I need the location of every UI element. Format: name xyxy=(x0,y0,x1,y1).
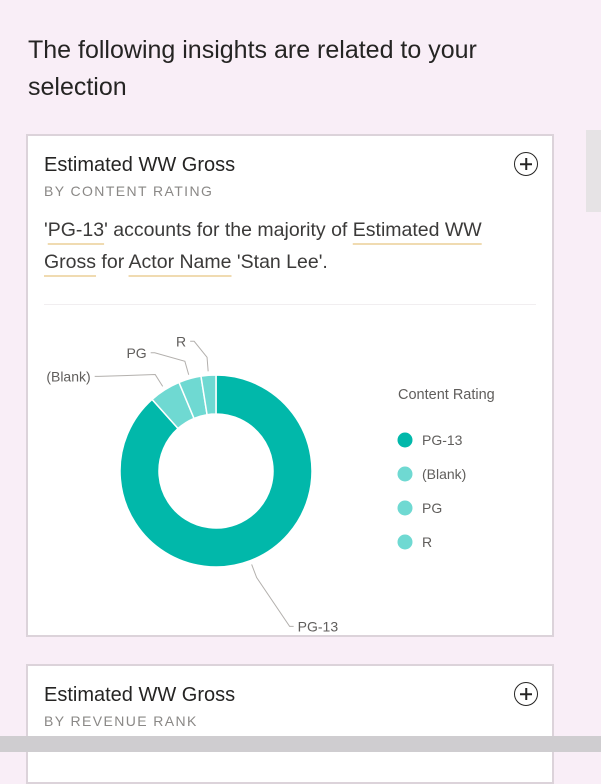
insight-highlight: Actor Name xyxy=(128,251,232,273)
card-title: Estimated WW Gross xyxy=(44,154,236,176)
legend-marker xyxy=(397,432,413,448)
leader-line xyxy=(190,340,209,372)
leader-line xyxy=(150,352,190,375)
donut-slice[interactable] xyxy=(200,374,217,416)
scrollbar-thumb[interactable] xyxy=(586,130,601,212)
legend-label: (Blank) xyxy=(422,466,466,482)
bottom-fade xyxy=(0,736,601,752)
card-subtitle: BY REVENUE RANK xyxy=(44,713,198,729)
leader-line xyxy=(251,564,294,627)
card-subtitle: BY CONTENT RATING xyxy=(44,183,214,199)
insight-highlight: Gross xyxy=(44,251,97,273)
slice-label: (Blank) xyxy=(46,368,90,384)
legend-label: R xyxy=(422,534,432,550)
legend-label: PG xyxy=(422,500,442,516)
slice-label: PG-13 xyxy=(298,618,339,634)
add-icon[interactable] xyxy=(514,152,538,176)
slice-label: PG xyxy=(126,345,146,361)
insight-highlight: PG-13 xyxy=(47,219,105,241)
legend-marker xyxy=(397,466,413,482)
legend-item[interactable]: PG xyxy=(397,500,443,516)
legend-title: Content Rating xyxy=(398,387,495,403)
donut-chart[interactable]: PG-13 (Blank) PG R Content Rating PG-13 (Bla… xyxy=(28,136,552,635)
add-icon[interactable] xyxy=(514,682,538,706)
legend-item[interactable]: PG-13 xyxy=(397,432,463,448)
legend-marker xyxy=(397,500,413,516)
insight-card[interactable]: Estimated WW Gross BY REVENUE RANK xyxy=(26,664,554,784)
insight-text: 'PG-13' accounts for the majority of Est… xyxy=(44,219,482,273)
insight-card[interactable]: Estimated WW Gross BY CONTENT RATING 'PG… xyxy=(26,134,554,637)
card-title: Estimated WW Gross xyxy=(44,684,236,706)
legend-item[interactable]: R xyxy=(397,534,433,550)
legend-marker xyxy=(397,534,413,550)
insight-highlight: Estimated WW xyxy=(352,219,482,241)
slice-label: R xyxy=(176,333,186,349)
divider xyxy=(44,304,536,305)
legend-label: PG-13 xyxy=(422,432,463,448)
donut-slice[interactable] xyxy=(119,374,313,568)
insights-heading: The following insights are related to yo… xyxy=(28,36,477,101)
leader-line xyxy=(94,374,164,387)
legend-item[interactable]: (Blank) xyxy=(397,466,467,482)
